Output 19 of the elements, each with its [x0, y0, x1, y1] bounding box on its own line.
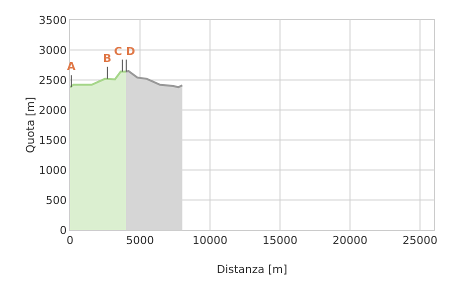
x-tick-label: 25000	[402, 234, 438, 248]
y-tick-label: 3000	[38, 44, 67, 57]
y-tick-label: 2000	[38, 104, 67, 117]
y-tick-label: 500	[46, 194, 67, 207]
y-tick-label: 0	[60, 224, 67, 237]
y-tick-label: 2500	[38, 74, 67, 87]
y-tick-label: 1000	[38, 164, 67, 177]
x-tick-label: 15000	[262, 234, 298, 248]
annotation: D	[126, 45, 136, 58]
x-tick-label: 10000	[192, 234, 228, 248]
y-axis-title: Quota [m]	[24, 96, 37, 154]
annotation: A	[67, 60, 76, 73]
x-tick-label: 20000	[332, 234, 368, 248]
y-tick-label: 1500	[38, 134, 67, 147]
annotation: B	[103, 52, 112, 65]
x-tick-label: 5000	[126, 234, 154, 248]
y-tick-label: 3500	[38, 14, 67, 27]
annotation: C	[114, 45, 122, 58]
x-axis-title: Distanza [m]	[216, 263, 288, 276]
